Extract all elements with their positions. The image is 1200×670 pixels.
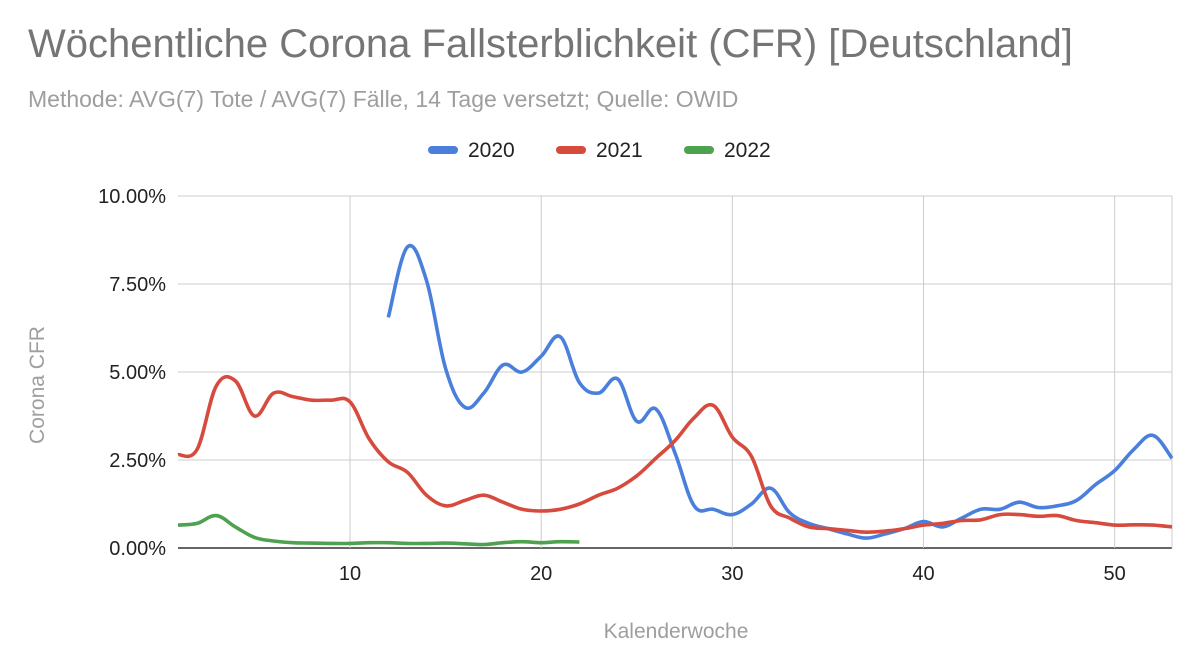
y-tick-label: 2.50% [109,450,166,472]
x-axis-title: Kalenderwoche [604,620,749,643]
x-axis-ticks: 10 20 30 40 50 [339,563,1126,585]
x-tick-label: 10 [339,563,361,585]
x-tick-label: 50 [1104,563,1126,585]
legend: 2020 2021 2022 [428,139,771,162]
y-tick-label: 10.00% [98,186,166,208]
y-tick-label: 5.00% [109,362,166,384]
legend-label-2020: 2020 [468,139,515,162]
y-tick-label: 7.50% [109,274,166,296]
chart-title: Wöchentliche Corona Fallsterblichkeit (C… [28,22,1073,66]
x-tick-label: 30 [721,563,743,585]
gridlines [178,195,1173,549]
y-tick-label: 0.00% [109,538,166,560]
x-tick-label: 20 [530,563,552,585]
series-line-2020 [386,243,1174,540]
series-lines [177,243,1174,547]
chart-subtitle: Methode: AVG(7) Tote / AVG(7) Fälle, 14 … [28,86,739,112]
legend-swatch-2020 [428,146,458,154]
series-line-2022 [177,513,580,547]
y-axis-title: Corona CFR [26,326,49,444]
legend-label-2022: 2022 [724,139,771,162]
y-axis-ticks: 0.00% 2.50% 5.00% 7.50% 10.00% [98,186,166,560]
series-line-2021 [177,374,1173,535]
legend-swatch-2021 [556,146,586,154]
legend-label-2021: 2021 [596,139,643,162]
x-tick-label: 40 [912,563,934,585]
legend-swatch-2022 [684,146,714,154]
